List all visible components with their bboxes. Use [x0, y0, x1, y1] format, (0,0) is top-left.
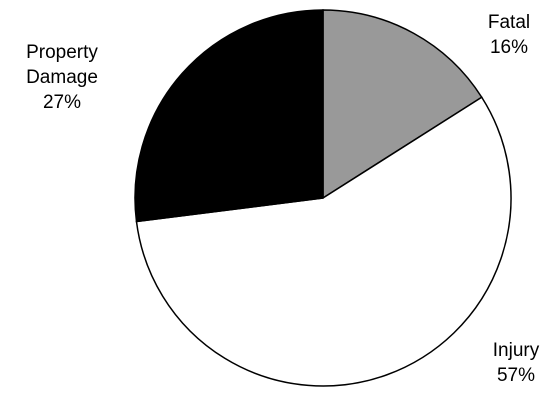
- slice-value-text: 27%: [43, 92, 81, 113]
- slice-value-text: 57%: [497, 365, 535, 386]
- pie-slice-property-damage: [134, 9, 324, 223]
- slice-label-property-damage: Property Damage 27%: [26, 42, 98, 113]
- pie-slice-injury: [135, 96, 512, 387]
- slice-label-fatal: Fatal 16%: [488, 12, 530, 58]
- slice-label-line: Injury: [493, 340, 540, 361]
- slice-label-injury: Injury 57%: [493, 340, 540, 386]
- pie-slices: [134, 9, 512, 387]
- slice-label-line: Fatal: [488, 12, 530, 33]
- slice-label-line: Property: [26, 42, 98, 63]
- slice-value-text: 16%: [490, 37, 528, 58]
- pie-slice-fatal: [322, 9, 483, 200]
- slice-label-line: Damage: [26, 67, 98, 88]
- pie-labels: Fatal 16% Injury 57% Property Damage 27%: [26, 12, 540, 386]
